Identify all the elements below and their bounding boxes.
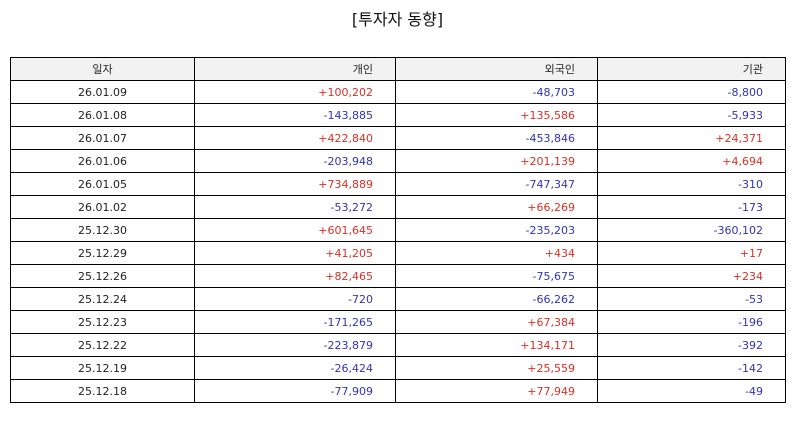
cell-foreign: -48,703 — [395, 80, 598, 104]
table-row: 25.12.23 -171,265 +67,384 -196 — [10, 310, 786, 334]
cell-institution: -142 — [597, 356, 786, 380]
cell-date: 26.01.05 — [10, 172, 195, 196]
table-row: 25.12.19 -26,424 +25,559 -142 — [10, 356, 786, 380]
cell-date: 25.12.30 — [10, 218, 195, 242]
page-title: [투자자 동향] — [351, 10, 444, 29]
cell-foreign: -75,675 — [395, 264, 598, 288]
cell-institution: -392 — [597, 333, 786, 357]
cell-institution: -53 — [597, 287, 786, 311]
cell-individual: -223,879 — [194, 333, 396, 357]
cell-date: 25.12.24 — [10, 287, 195, 311]
cell-foreign: +77,949 — [395, 379, 598, 403]
cell-date: 25.12.22 — [10, 333, 195, 357]
cell-foreign: +134,171 — [395, 333, 598, 357]
cell-individual: +82,465 — [194, 264, 396, 288]
cell-individual: -143,885 — [194, 103, 396, 127]
cell-date: 25.12.26 — [10, 264, 195, 288]
cell-date: 25.12.18 — [10, 379, 195, 403]
cell-individual: -203,948 — [194, 149, 396, 173]
cell-institution: -360,102 — [597, 218, 786, 242]
cell-individual: -77,909 — [194, 379, 396, 403]
cell-foreign: -747,347 — [395, 172, 598, 196]
table-row: 25.12.22 -223,879 +134,171 -392 — [10, 333, 786, 357]
cell-foreign: -235,203 — [395, 218, 598, 242]
cell-foreign: +201,139 — [395, 149, 598, 173]
cell-institution: -196 — [597, 310, 786, 334]
cell-date: 26.01.02 — [10, 195, 195, 219]
cell-institution: -173 — [597, 195, 786, 219]
investor-trend-table: 일자 개인 외국인 기관 26.01.09 +100,202 -48,703 -8,8… — [10, 57, 786, 403]
cell-individual: +601,645 — [194, 218, 396, 242]
cell-date: 26.01.09 — [10, 80, 195, 104]
table-row: 25.12.26 +82,465 -75,675 +234 — [10, 264, 786, 288]
cell-institution: -49 — [597, 379, 786, 403]
cell-institution: +17 — [597, 241, 786, 265]
cell-institution: -5,933 — [597, 103, 786, 127]
cell-foreign: -453,846 — [395, 126, 598, 150]
cell-individual: +100,202 — [194, 80, 396, 104]
cell-date: 26.01.08 — [10, 103, 195, 127]
table-row: 26.01.06 -203,948 +201,139 +4,694 — [10, 149, 786, 173]
cell-individual: +422,840 — [194, 126, 396, 150]
cell-foreign: +25,559 — [395, 356, 598, 380]
cell-institution: +4,694 — [597, 149, 786, 173]
cell-foreign: -66,262 — [395, 287, 598, 311]
header-foreign: 외국인 — [395, 57, 598, 81]
table-row: 26.01.07 +422,840 -453,846 +24,371 — [10, 126, 786, 150]
header-individual: 개인 — [194, 57, 396, 81]
cell-date: 25.12.19 — [10, 356, 195, 380]
table-row: 25.12.30 +601,645 -235,203 -360,102 — [10, 218, 786, 242]
cell-date: 26.01.07 — [10, 126, 195, 150]
cell-date: 25.12.29 — [10, 241, 195, 265]
header-institution: 기관 — [597, 57, 786, 81]
cell-foreign: +434 — [395, 241, 598, 265]
cell-foreign: +135,586 — [395, 103, 598, 127]
table-row: 25.12.24 -720 -66,262 -53 — [10, 287, 786, 311]
cell-foreign: +66,269 — [395, 195, 598, 219]
cell-date: 25.12.23 — [10, 310, 195, 334]
cell-individual: -26,424 — [194, 356, 396, 380]
table-body: 26.01.09 +100,202 -48,703 -8,800 26.01.08 -14… — [10, 80, 786, 403]
table-header-row: 일자 개인 외국인 기관 — [10, 57, 786, 81]
table-row: 26.01.08 -143,885 +135,586 -5,933 — [10, 103, 786, 127]
cell-individual: -53,272 — [194, 195, 396, 219]
cell-foreign: +67,384 — [395, 310, 598, 334]
cell-institution: -8,800 — [597, 80, 786, 104]
header-date: 일자 — [10, 57, 195, 81]
table-row: 26.01.05 +734,889 -747,347 -310 — [10, 172, 786, 196]
cell-institution: +234 — [597, 264, 786, 288]
cell-individual: -171,265 — [194, 310, 396, 334]
cell-individual: +41,205 — [194, 241, 396, 265]
cell-date: 26.01.06 — [10, 149, 195, 173]
cell-individual: -720 — [194, 287, 396, 311]
table-row: 26.01.09 +100,202 -48,703 -8,800 — [10, 80, 786, 104]
table-row: 25.12.18 -77,909 +77,949 -49 — [10, 379, 786, 403]
table-row: 25.12.29 +41,205 +434 +17 — [10, 241, 786, 265]
table-row: 26.01.02 -53,272 +66,269 -173 — [10, 195, 786, 219]
cell-institution: +24,371 — [597, 126, 786, 150]
cell-individual: +734,889 — [194, 172, 396, 196]
cell-institution: -310 — [597, 172, 786, 196]
